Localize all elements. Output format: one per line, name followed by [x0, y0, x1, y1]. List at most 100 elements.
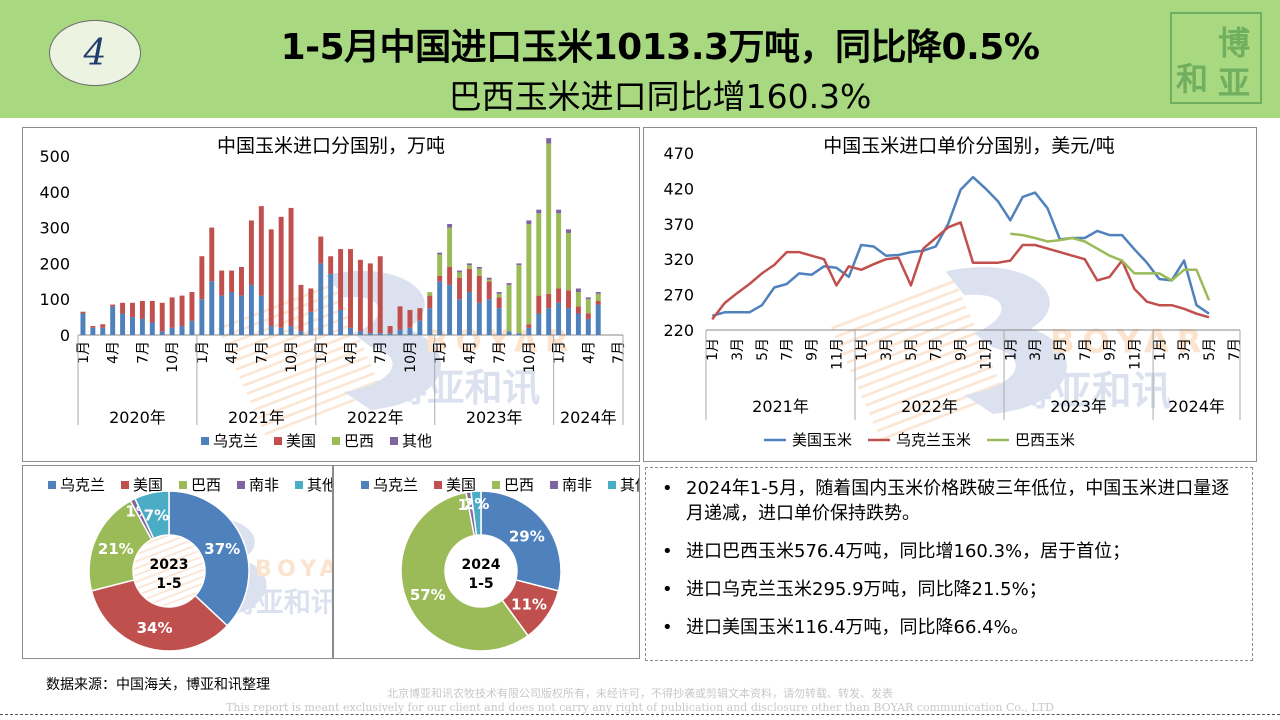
bar-巴西: [566, 232, 571, 291]
bar-乌克兰: [466, 292, 472, 335]
watermark-stripe: [880, 390, 1005, 441]
bar-其他: [556, 209, 562, 214]
bar-乌克兰: [199, 299, 205, 335]
x-tick-label: 1月: [705, 338, 721, 361]
year-label: 2024年: [1168, 397, 1225, 416]
bar-乌克兰: [110, 306, 116, 335]
bar-美国: [110, 304, 116, 307]
bar-乌克兰: [120, 313, 126, 335]
bar-美国: [476, 275, 482, 303]
bar-美国: [546, 293, 552, 309]
svg-pie1-legend-swatch: [121, 481, 129, 489]
x-tick-label: 5月: [755, 338, 771, 361]
bar-乌克兰: [159, 331, 165, 335]
bar-其他: [595, 292, 601, 294]
watermark-stripe: [239, 331, 358, 379]
bar-美国: [377, 256, 383, 334]
bar-乌克兰: [338, 309, 344, 335]
x-tick-label: 4月: [106, 341, 122, 364]
bar-巴西: [437, 254, 443, 276]
watermark-stripe: [872, 373, 998, 424]
x-tick-label: 7月: [254, 341, 270, 364]
bar-乌克兰: [318, 263, 324, 335]
slice-label: 57%: [410, 586, 446, 604]
x-tick-label: 1月: [433, 341, 449, 364]
bar-乌克兰: [417, 320, 423, 335]
y-tick-label: 370: [663, 215, 694, 234]
page-subtitle: 巴西玉米进口同比增160.3%: [448, 77, 872, 116]
x-tick-label: 9月: [954, 338, 970, 361]
bar-乌克兰: [90, 327, 96, 335]
bar-美国: [447, 266, 453, 285]
bar-美国: [318, 236, 324, 264]
bar-美国: [159, 302, 165, 332]
y-tick-label: 400: [39, 183, 70, 202]
bar-其他: [506, 283, 512, 285]
x-tick-label: 7月: [1078, 338, 1094, 361]
svg-pie2-legend-label: 南非: [562, 476, 592, 494]
bar-其他: [536, 209, 542, 214]
volume-legend-label: 其他: [402, 432, 432, 450]
bar-乌克兰: [377, 333, 383, 335]
bar-乌克兰: [248, 284, 254, 335]
bar-乌克兰: [278, 327, 284, 335]
line-巴西玉米: [1010, 232, 1211, 301]
bar-美国: [130, 302, 135, 318]
bar-美国: [80, 311, 86, 314]
bar-其他: [585, 297, 591, 300]
x-tick-label: 5月: [1202, 338, 1218, 361]
bar-乌克兰: [189, 320, 195, 335]
year-label: 2021年: [228, 408, 285, 427]
watermark-text-en: BOYAR: [255, 556, 332, 582]
watermark-stripe: [861, 348, 986, 399]
svg-pie2-legend-label: 美国: [446, 476, 476, 494]
bar-美国: [496, 297, 502, 309]
bar-乌克兰: [239, 295, 244, 335]
bar-乌克兰: [298, 331, 304, 335]
bar-美国: [338, 249, 344, 310]
bar-美国: [229, 270, 235, 293]
x-tick-label: 1月: [195, 341, 211, 364]
watermark-stripe: [228, 307, 347, 355]
slice-label: 7%: [144, 506, 169, 524]
watermark-stripe: [242, 339, 361, 387]
x-tick-label: 4月: [462, 341, 478, 364]
bar-乌克兰: [229, 292, 235, 335]
bar-乌克兰: [585, 318, 591, 335]
bar-其他: [526, 220, 532, 225]
watermark-stripe: [834, 288, 960, 339]
bar-乌克兰: [139, 318, 145, 335]
bar-乌克兰: [268, 326, 274, 335]
watermark-stripe: [857, 339, 983, 390]
svg-pie2-legend-swatch: [492, 481, 500, 489]
bar-巴西: [506, 284, 512, 332]
watermark-swoosh: [945, 267, 1067, 415]
bar-美国: [536, 295, 542, 314]
bar-美国: [397, 306, 403, 330]
bar-美国: [199, 256, 205, 300]
price-chart-title: 中国玉米进口单价分国别，美元/吨: [823, 135, 1114, 157]
bar-乌克兰: [219, 295, 225, 335]
year-label: 2021年: [752, 397, 809, 416]
volume-legend-swatch: [390, 437, 398, 445]
bar-其他: [447, 224, 453, 228]
slice-乌克兰: [168, 490, 250, 627]
bar-乌克兰: [100, 327, 106, 335]
bar-美国: [239, 266, 244, 296]
bar-乌克兰: [149, 322, 155, 335]
slice-label: 29%: [509, 527, 545, 545]
bar-美国: [457, 277, 462, 300]
volume-legend-swatch: [332, 437, 340, 445]
donut-center-year: 2023: [150, 557, 189, 573]
bar-巴西: [575, 292, 581, 307]
volume-chart-title: 中国玉米进口分国别，万吨: [217, 135, 445, 157]
header-banner: 4 1-5月中国进口玉米1013.3万吨，同比降0.5% 巴西玉米进口同比增16…: [0, 0, 1280, 118]
x-tick-label: 9月: [805, 338, 821, 361]
bar-美国: [407, 309, 413, 328]
bar-巴西: [447, 227, 453, 267]
bar-乌克兰: [427, 308, 433, 335]
svg-pie2-legend-swatch: [550, 481, 558, 489]
bar-乌克兰: [367, 333, 373, 335]
